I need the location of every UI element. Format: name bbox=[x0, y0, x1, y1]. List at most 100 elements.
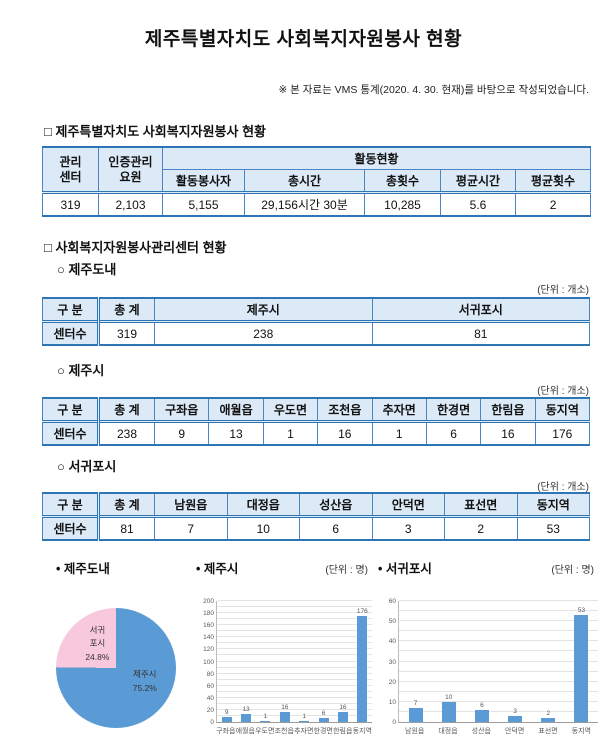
gridline bbox=[217, 606, 372, 608]
y-axis-tick-label: 180 bbox=[203, 610, 214, 618]
grid: 0 10 20 30 40 50 60 bbox=[389, 598, 598, 726]
header-region: 동지역 bbox=[534, 397, 591, 422]
y-axis-tick-label: 140 bbox=[203, 634, 214, 642]
bar bbox=[357, 615, 368, 722]
header-region: 한림읍 bbox=[480, 397, 536, 422]
bar-value-label: 9 bbox=[224, 708, 229, 716]
bar bbox=[441, 701, 456, 722]
header-region: 구좌읍 bbox=[153, 397, 210, 422]
page-title: 제주특별자치도 사회복지자원봉사 현황 bbox=[144, 29, 463, 50]
data-cell: 238 bbox=[154, 320, 373, 346]
y-axis-tick-label: 20 bbox=[206, 706, 214, 714]
data-cell: 10 bbox=[226, 515, 300, 541]
data-cell: 7 bbox=[154, 515, 228, 541]
island-data-row: 센터수 319 238 81 bbox=[42, 320, 590, 346]
bar-slot: 10 bbox=[432, 601, 465, 722]
gridline bbox=[399, 660, 598, 662]
header-region: 우도면 bbox=[262, 397, 319, 422]
header-gubun: 구 분 bbox=[42, 297, 100, 322]
data-cell: 5,155 bbox=[162, 191, 245, 217]
bars: 9 13 1 16 1 6 16 176 bbox=[217, 601, 372, 722]
y-axis-tick-label: 50 bbox=[388, 618, 396, 626]
y-axis-tick-label: 20 bbox=[388, 678, 396, 686]
header-region: 성산읍 bbox=[299, 492, 373, 517]
gridline bbox=[217, 672, 372, 674]
gridline bbox=[217, 702, 372, 704]
header-total: 총 계 bbox=[98, 492, 155, 517]
bar bbox=[260, 721, 271, 722]
plot-area: 0 20 40 60 80 100 120 140 160 180 200 9 13 1 16 1 6 16 17… bbox=[203, 598, 372, 726]
row-label: 센터수 bbox=[42, 515, 100, 541]
unit-label: (단위 : 개소) bbox=[537, 285, 589, 296]
data-cell: 81 bbox=[371, 320, 590, 346]
section-heading-summary: □ 제주특별자치도 사회복지자원봉사 현황 bbox=[44, 124, 267, 139]
seogwipo-header-row: 구 분 총 계 남원읍 대정읍 성산읍 안덕면 표선면 동지역 bbox=[42, 492, 590, 517]
header-total-hours: 총시간 bbox=[244, 169, 365, 193]
gridline bbox=[217, 630, 372, 632]
gridline bbox=[399, 640, 598, 642]
header-region: 동지역 bbox=[516, 492, 590, 517]
pie-chart-title: • 제주도내 bbox=[56, 562, 110, 576]
gridline bbox=[399, 600, 598, 601]
gridline bbox=[399, 650, 598, 652]
header-avg-count: 평균횟수 bbox=[514, 169, 592, 193]
data-cell: 53 bbox=[516, 515, 590, 541]
bar bbox=[241, 714, 252, 722]
y-axis-tick-label: 60 bbox=[206, 682, 214, 690]
bar-value-label: 16 bbox=[339, 704, 347, 712]
y-axis-tick-label: 120 bbox=[203, 646, 214, 654]
bar-value-label: 2 bbox=[546, 709, 551, 717]
data-cell: 6 bbox=[425, 420, 482, 446]
pie-slice-label-seogwipo-si: 서귀 포시 24.8% bbox=[85, 624, 110, 662]
island-header-row: 구 분 총 계 제주시 서귀포시 bbox=[42, 297, 590, 322]
data-cell: 1 bbox=[371, 420, 427, 446]
gridline bbox=[399, 610, 598, 612]
bar-value-label: 1 bbox=[263, 713, 268, 721]
header-total-count: 총횟수 bbox=[364, 169, 441, 193]
seogwipo-bar-chart: • 서귀포시 (단위 : 명) 0 10 20 30 40 50 60 7 10 6 3 2 53 남… bbox=[378, 558, 598, 736]
bar bbox=[408, 707, 423, 722]
data-cell: 5.6 bbox=[440, 191, 516, 217]
gridline bbox=[217, 684, 372, 686]
bar-slot: 1 bbox=[256, 601, 275, 722]
gridline bbox=[217, 612, 372, 614]
y-axis-tick-label: 10 bbox=[388, 698, 396, 706]
unit-label: (단위 : 개소) bbox=[537, 386, 589, 397]
y-axis-tick-label: 40 bbox=[206, 694, 214, 702]
gridline bbox=[217, 618, 372, 620]
bar bbox=[318, 718, 329, 722]
bar-value-label: 3 bbox=[513, 707, 517, 715]
y-axis-tick-label: 100 bbox=[203, 658, 214, 666]
island-table: 구 분 총 계 제주시 서귀포시 센터수 319 238 81 bbox=[42, 297, 590, 346]
category-label: 성산읍 bbox=[471, 728, 491, 735]
y-axis-tick-label: 80 bbox=[206, 670, 214, 678]
gridline bbox=[217, 648, 372, 650]
gridline bbox=[399, 630, 598, 632]
category-label: 한림읍 bbox=[333, 728, 353, 735]
gridline bbox=[399, 710, 598, 712]
header-region: 안덕면 bbox=[371, 492, 445, 517]
data-cell: 2,103 bbox=[98, 191, 163, 217]
data-cell: 29,156시간 30분 bbox=[244, 191, 365, 217]
gridline bbox=[399, 700, 598, 702]
bar-value-label: 176 bbox=[356, 607, 368, 615]
header-region: 표선면 bbox=[444, 492, 518, 517]
bar-slot: 6 bbox=[314, 601, 333, 722]
header-active-volunteers: 활동봉사자 bbox=[162, 169, 245, 193]
bar-slot: 16 bbox=[275, 601, 294, 722]
data-cell: 1 bbox=[262, 420, 319, 446]
summary-table: 관리 센터 인증관리 요원 활동현황 활동봉사자 총시간 총횟수 평균시간 평균… bbox=[42, 146, 592, 217]
bar-slot: 53 bbox=[565, 601, 598, 722]
header-region: 애월읍 bbox=[208, 397, 264, 422]
bar bbox=[299, 721, 310, 722]
gridline bbox=[399, 620, 598, 622]
chart-header: • 서귀포시 (단위 : 명) bbox=[378, 558, 598, 577]
jeju-header-row: 구 분 총 계 구좌읍 애월읍 우도면 조천읍 추자면 한경면 한림읍 동지역 bbox=[42, 397, 591, 422]
bar-chart-title: • 서귀포시 bbox=[378, 562, 432, 576]
summary-header-row-1: 관리 센터 인증관리 요원 활동현황 bbox=[42, 146, 592, 193]
bar-slot: 13 bbox=[236, 601, 255, 722]
bar-slot: 16 bbox=[333, 601, 352, 722]
data-cell: 319 bbox=[98, 320, 155, 346]
bar-slot: 9 bbox=[217, 601, 236, 722]
